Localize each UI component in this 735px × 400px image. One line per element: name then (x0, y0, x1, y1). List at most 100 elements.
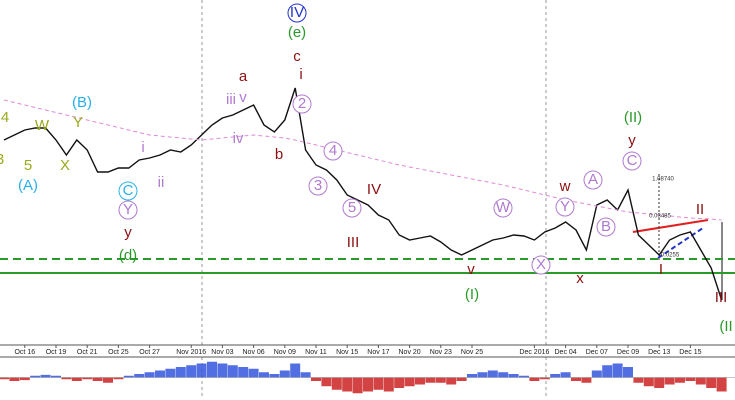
wave-label: 2 (298, 95, 306, 112)
wave-label: 4 (1, 109, 9, 126)
oscillator-bar (394, 377, 405, 388)
oscillator-bar (456, 377, 467, 381)
oscillator-bar (591, 370, 602, 378)
wave-label: Y (123, 201, 133, 218)
oscillator-bar (373, 377, 384, 390)
wave-label: A (588, 171, 598, 188)
wave-label: (e) (288, 24, 306, 41)
oscillator-bar (155, 370, 165, 378)
x-tick-label: Nov 20 (399, 349, 421, 356)
wave-label: a (239, 68, 248, 85)
oscillator-bar (123, 375, 134, 378)
label-circle (555, 197, 575, 217)
wave-label: y (124, 224, 132, 241)
oscillator-bar (217, 363, 228, 378)
x-tick-label: Dec 07 (586, 349, 608, 356)
label-circle (292, 94, 312, 114)
oscillator-bar (30, 375, 41, 378)
label-circle (118, 200, 138, 220)
x-tick-label: Oct 19 (46, 349, 67, 356)
x-tick-label: Nov 11 (305, 349, 327, 356)
oscillator-bar (165, 368, 176, 378)
wave-label: y (628, 132, 636, 149)
x-tick-label: Nov 17 (367, 349, 389, 356)
wave-label: 3 (0, 151, 4, 168)
oscillator-bar (477, 372, 488, 378)
oscillator-bar (311, 377, 321, 381)
wave-label: (II) (624, 109, 642, 126)
wave-label: (A) (18, 177, 38, 194)
wave-label: iv (233, 130, 244, 147)
oscillator-bar (664, 377, 675, 385)
oscillator-bar (103, 377, 113, 383)
x-tick-label: Oct 27 (139, 349, 160, 356)
x-tick-label: Nov 09 (274, 349, 296, 356)
x-tick-label: Oct 16 (14, 349, 35, 356)
label-circle (622, 151, 642, 171)
oscillator-bar (404, 377, 415, 387)
oscillator-bar (529, 377, 540, 381)
wave-label: W (496, 199, 511, 216)
oscillator-bar (331, 377, 342, 390)
wave-label: C (123, 182, 134, 199)
oscillator-bar (446, 377, 457, 385)
oscillator-bar (612, 363, 623, 378)
wave-label: iii (226, 91, 236, 108)
trend-line (632, 219, 709, 233)
wave-label: W (35, 117, 50, 134)
x-tick-label: Nov 06 (243, 349, 265, 356)
wave-label: ii (158, 174, 165, 191)
wave-label: II (696, 201, 704, 218)
moving-average (3, 99, 722, 221)
oscillator-bar (342, 377, 353, 392)
oscillator-bar (134, 374, 145, 378)
oscillator-bar (144, 372, 155, 378)
oscillator-bar (196, 363, 207, 378)
x-tick-label: Nov 2016 (176, 349, 206, 356)
oscillator-bar (685, 377, 696, 381)
wave-label: v (239, 89, 247, 106)
oscillator-bar (654, 377, 665, 388)
oscillator-bar (269, 374, 280, 378)
wave-label: 0.03485 (649, 214, 671, 220)
oscillator-bar (550, 374, 561, 378)
x-tick-label: Dec 04 (555, 349, 577, 356)
oscillator-bar (435, 377, 446, 383)
label-circle (493, 198, 513, 218)
oscillator-bar (51, 375, 61, 378)
oscillator-bar (675, 377, 685, 383)
oscillator-bar (706, 377, 717, 388)
oscillator-bar (321, 377, 332, 387)
label-circle (531, 255, 551, 275)
oscillator-bar (508, 374, 519, 378)
oscillator-bar (602, 365, 613, 378)
wave-label: III (715, 289, 728, 306)
oscillator-bar (238, 367, 249, 378)
wave-label: B (601, 218, 611, 235)
oscillator-bar (290, 363, 301, 378)
oscillator-bar (186, 365, 197, 378)
oscillator-bar (61, 377, 72, 380)
oscillator-bar (227, 365, 238, 378)
wave-label: b (275, 146, 283, 163)
x-tick-label: Dec 2016 (519, 349, 549, 356)
wave-label: X (60, 157, 70, 174)
wave-label: 5 (24, 157, 32, 174)
wave-label: i (299, 66, 302, 83)
oscillator-bar (383, 377, 394, 392)
oscillator-bar (71, 377, 82, 381)
oscillator-bar (695, 377, 706, 385)
oscillator-bar (175, 367, 186, 378)
oscillator-bar (633, 377, 644, 383)
wave-label: (II (719, 318, 732, 335)
oscillator-bar (425, 377, 436, 383)
oscillator-bar (539, 377, 550, 380)
oscillator-bar (279, 370, 290, 378)
x-tick-label: Dec 15 (679, 349, 701, 356)
oscillator-bar (113, 377, 124, 380)
wave-label: IV (290, 4, 304, 21)
wave-label: v (467, 261, 475, 278)
oscillator-bar (623, 367, 633, 378)
wave-label: w (559, 178, 571, 195)
